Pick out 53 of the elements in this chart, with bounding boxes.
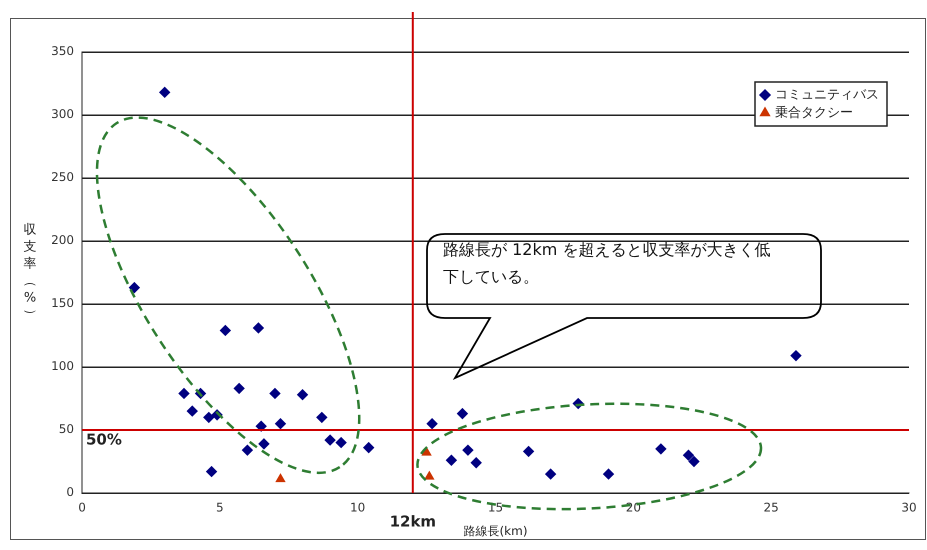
point <box>426 418 438 430</box>
point <box>456 408 468 420</box>
point <box>297 389 308 400</box>
point <box>688 456 700 467</box>
point <box>363 442 374 454</box>
y-tick-label: 100 <box>51 359 74 374</box>
point <box>682 450 694 461</box>
x-tick-label: 10 <box>350 500 366 514</box>
y-tick-label: 150 <box>51 296 74 310</box>
point <box>274 418 286 430</box>
y-tick-label: 250 <box>51 170 74 184</box>
point <box>128 282 140 294</box>
point <box>159 86 170 98</box>
point <box>252 322 264 334</box>
point <box>178 388 190 399</box>
legend-label: 乗合タクシー <box>775 105 853 120</box>
point <box>258 438 270 450</box>
point <box>790 350 802 362</box>
x-axis-title: 路線長(km) <box>463 524 528 538</box>
x-tick-label: 5 <box>216 500 224 514</box>
point <box>316 412 328 423</box>
point <box>269 388 280 399</box>
point <box>446 454 457 466</box>
y-tick-label: 0 <box>66 485 74 500</box>
ref-line-label: 50% <box>86 430 122 448</box>
point <box>462 444 474 456</box>
point <box>470 457 482 468</box>
point <box>545 468 556 480</box>
point <box>324 434 336 446</box>
point <box>242 444 253 456</box>
point <box>256 420 267 432</box>
point <box>220 324 231 336</box>
point <box>336 437 347 448</box>
point <box>206 466 218 478</box>
y-tick-label: 200 <box>51 233 74 248</box>
point <box>603 468 614 480</box>
x-tick-label: 25 <box>764 500 779 514</box>
x-tick-label: 0 <box>78 500 86 514</box>
y-tick-label: 350 <box>51 44 74 58</box>
legend-label: コミュニティバス <box>775 87 879 102</box>
point <box>424 471 434 480</box>
point <box>203 412 214 423</box>
ref-line-label: 12km <box>390 512 436 530</box>
annotation: 路線長が 12km を超えると収支率が大きく低下している。 <box>443 240 770 286</box>
x-tick-label: 30 <box>901 500 917 514</box>
point <box>523 446 534 457</box>
point <box>234 382 245 394</box>
y-tick-label: 50 <box>58 422 74 436</box>
point <box>276 474 286 482</box>
y-tick-label: 300 <box>51 107 74 122</box>
point <box>655 443 666 454</box>
point <box>186 406 198 417</box>
y-axis-title: 収支率（%） <box>22 222 38 322</box>
